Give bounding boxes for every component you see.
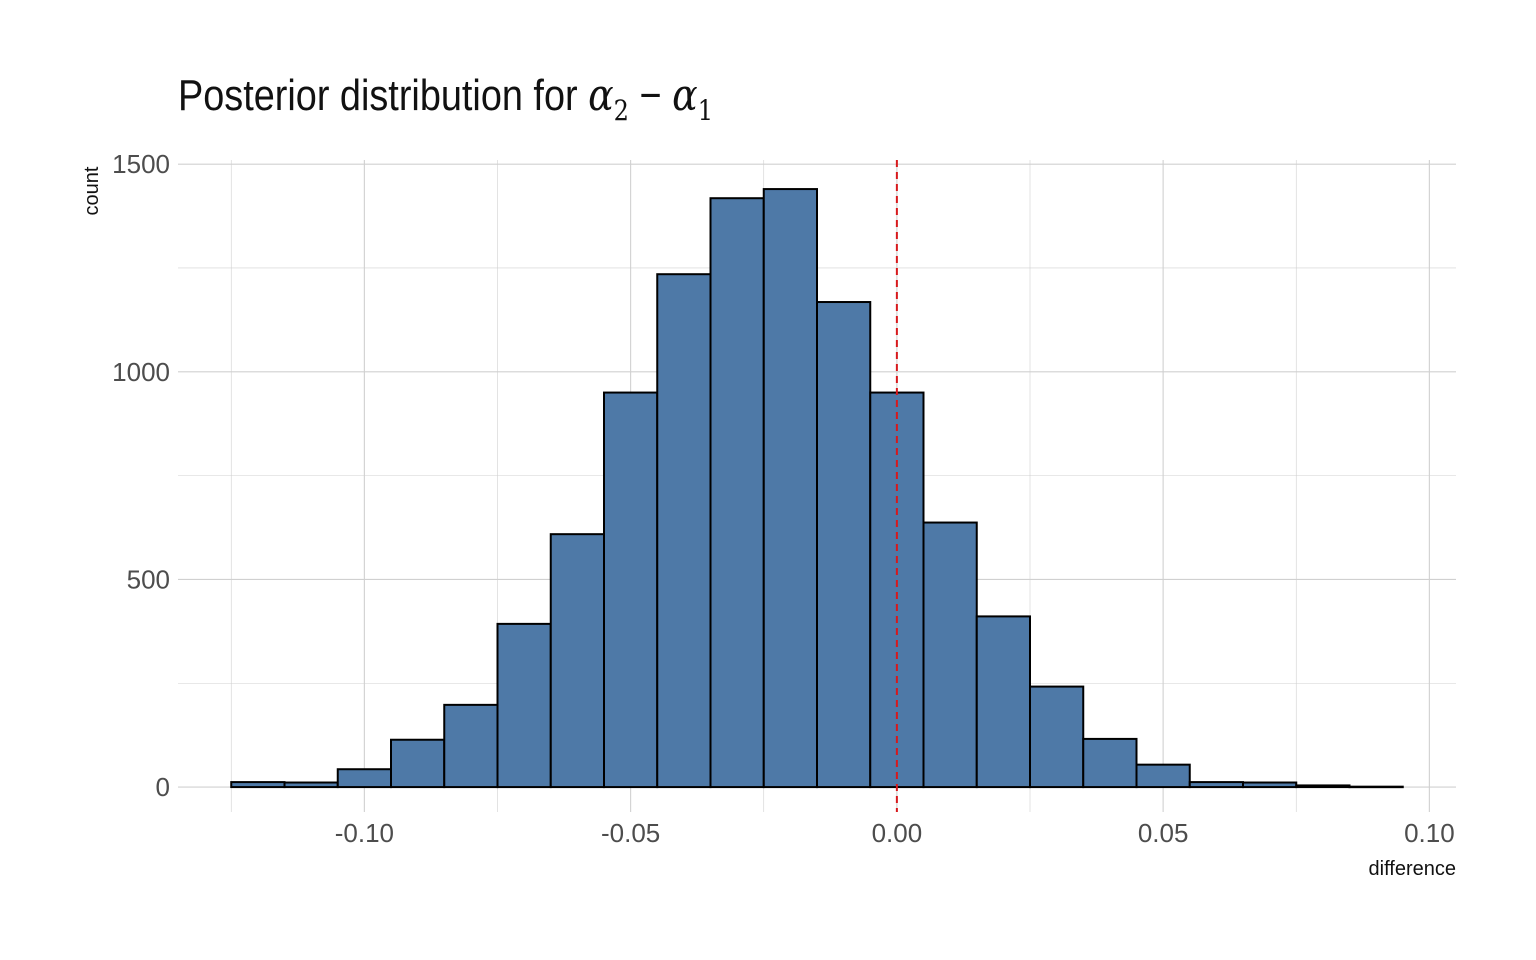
- y-tick-label: 1000: [112, 357, 170, 387]
- histogram-bar: [1188, 781, 1244, 789]
- histogram-bar: [656, 273, 712, 789]
- histogram-bar: [1295, 784, 1351, 789]
- histogram-bar: [922, 521, 978, 789]
- histogram-bar: [603, 391, 659, 789]
- histogram-bar: [390, 738, 446, 789]
- histogram-bar: [336, 768, 392, 789]
- histogram-bar: [496, 622, 552, 789]
- tick-labels-layer: -0.10 -0.05 0.00 0.05 0.10 0 500 1000 1500: [112, 149, 1455, 848]
- title-alpha-1: α1: [672, 70, 714, 127]
- histogram-bar: [869, 391, 925, 789]
- y-tick-label: 500: [127, 564, 170, 594]
- x-tick-label: -0.10: [335, 818, 394, 848]
- title-prefix: Posterior distribution for: [178, 71, 589, 120]
- histogram-bar: [762, 188, 818, 789]
- histogram-bar: [1348, 785, 1404, 789]
- histogram-bar: [230, 781, 286, 789]
- histogram-bar: [709, 197, 765, 789]
- histogram-bar: [1135, 763, 1191, 789]
- histogram-bar: [975, 615, 1031, 789]
- x-tick-label: -0.05: [601, 818, 660, 848]
- histogram-bar: [549, 533, 605, 789]
- bars-layer: [230, 188, 1404, 789]
- title-minus: −: [629, 71, 673, 120]
- histogram-bar: [1029, 685, 1085, 789]
- histogram-bar: [816, 301, 872, 789]
- x-tick-label: 0.10: [1404, 818, 1455, 848]
- histogram-bar: [1082, 737, 1138, 789]
- histogram-bar: [1242, 781, 1298, 789]
- x-tick-label: 0.00: [872, 818, 923, 848]
- x-axis-title: difference: [1369, 858, 1456, 880]
- chart-title: Posterior distribution for α2 − α1: [178, 70, 713, 127]
- title-alpha-2: α2: [588, 70, 630, 127]
- histogram-bar: [443, 703, 499, 789]
- x-tick-label: 0.05: [1138, 818, 1189, 848]
- y-axis-title: count: [81, 166, 103, 215]
- y-tick-label: 1500: [112, 149, 170, 179]
- y-tick-label: 0: [156, 772, 170, 802]
- histogram-bar: [283, 781, 339, 789]
